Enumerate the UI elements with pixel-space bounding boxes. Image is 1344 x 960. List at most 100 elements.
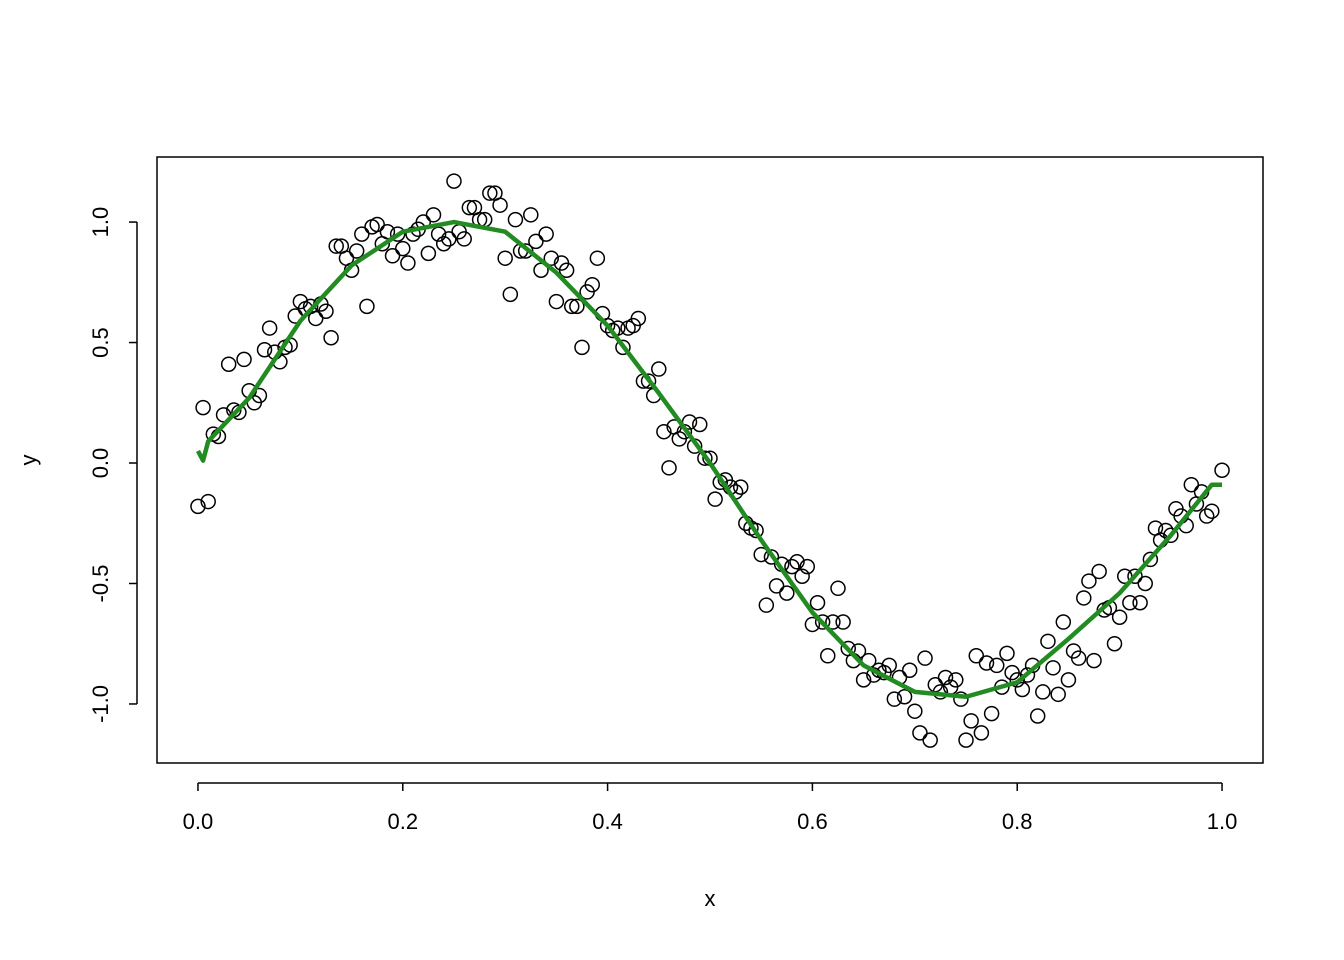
data-point [886,691,903,707]
data-point [1111,609,1128,625]
x-tick-label: 0.0 [183,809,214,834]
data-point [855,672,872,688]
data-point [384,248,401,264]
data-point [1183,476,1200,493]
data-point [589,250,606,266]
data-point [200,493,216,510]
y-tick-label: -0.5 [88,565,113,603]
data-point [937,669,954,686]
data-point [400,255,416,271]
data-point [1040,633,1056,650]
data-point [804,616,821,633]
data-point [794,568,810,585]
data-point [1198,508,1215,524]
data-point [1029,708,1046,724]
data-point [1050,686,1066,703]
data-point [661,460,677,476]
data-point [359,298,375,315]
data-point [820,648,836,664]
data-point [446,173,462,189]
data-point [318,303,334,319]
data-point [1055,614,1072,630]
data-point [656,423,672,440]
smooth-line [195,219,1223,699]
data-point [748,522,764,539]
data-point [543,250,560,266]
data-point [420,245,437,262]
data-point [1081,573,1097,589]
data-point [881,657,897,674]
data-point [1137,575,1153,592]
data-point [482,185,498,201]
data-point [1076,590,1092,606]
data-point [753,546,769,563]
data-point [1014,681,1031,698]
data-point [707,491,723,507]
data-point [395,240,411,257]
data-point [896,688,913,705]
data-point [1204,503,1220,519]
data-point [830,580,846,597]
data-point [615,339,631,356]
data-point [261,320,278,336]
data-point [348,243,365,259]
data-point [492,197,508,213]
data-point [502,286,519,303]
data-point [389,226,406,242]
data-point [1132,595,1148,611]
data-point [814,614,831,630]
data-point [651,361,667,377]
data-point [1045,660,1061,676]
x-tick-label: 0.2 [387,809,418,834]
data-point [640,373,657,389]
data-point [195,399,211,416]
data-point [599,317,616,334]
y-tick-label: 1.0 [88,207,113,238]
data-point [1122,595,1138,611]
x-tick-label: 0.4 [592,809,623,834]
data-point [963,713,979,729]
data-point [988,657,1005,674]
x-tick-label: 0.8 [1002,809,1033,834]
data-point [948,672,964,688]
data-point [953,691,969,707]
data-point [999,645,1015,662]
data-point [405,226,421,242]
data-point [768,578,785,594]
data-point [1163,527,1179,544]
data-point [630,310,647,327]
data-point [922,732,938,748]
data-point [917,650,933,666]
data-point [307,310,324,327]
data-point [548,293,565,310]
data-point [236,351,252,368]
data-point [697,450,713,466]
data-point [456,231,472,247]
y-axis-label: y [16,455,41,466]
data-point [779,585,795,601]
data-point [973,725,990,741]
plot-frame [156,156,1264,764]
data-point [1214,462,1230,478]
data-point [799,558,816,575]
data-point [497,250,513,266]
data-point [569,298,585,315]
data-point [425,207,442,223]
data-point [231,404,247,421]
data-point [323,329,339,346]
data-point [441,231,457,247]
data-point [256,342,273,358]
data-point [789,554,805,570]
data-point [692,416,708,433]
data-point [369,216,385,233]
data-point [435,235,452,252]
data-point [809,595,826,611]
x-axis-label: x [705,886,716,911]
data-point [538,226,554,242]
y-tick-label: 0.0 [88,448,113,479]
data-point [825,614,841,630]
data-point [912,725,928,741]
data-point [901,662,918,678]
data-point [983,705,1000,722]
